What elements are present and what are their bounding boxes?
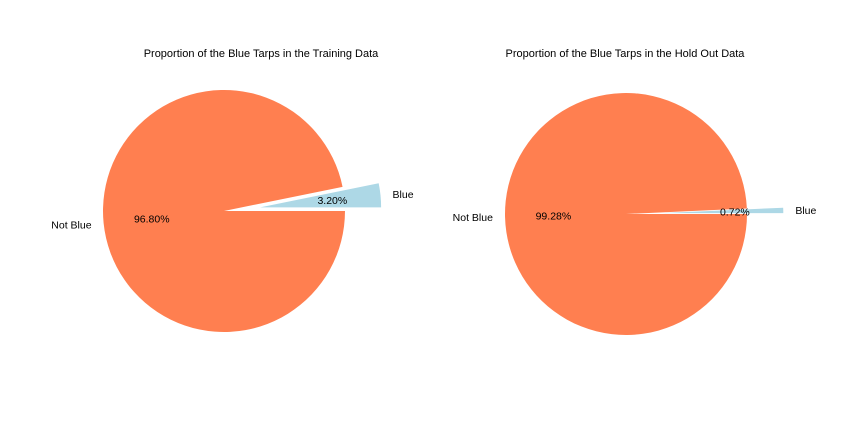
slice-label-not-blue: Not Blue bbox=[51, 219, 91, 231]
pie-labels-training: Blue 3.20% Not Blue 96.80% bbox=[51, 189, 413, 231]
slice-label-blue: Blue bbox=[393, 189, 414, 201]
pie-slices-holdout bbox=[504, 92, 784, 335]
pie-labels-holdout: Blue 0.72% Not Blue 99.28% bbox=[453, 205, 817, 224]
pie-slice-blue bbox=[662, 207, 784, 214]
pie-chart-training: Proportion of the Blue Tarps in the Trai… bbox=[51, 48, 414, 332]
slice-label-blue: Blue bbox=[795, 205, 816, 217]
pie-slices-training bbox=[102, 89, 382, 332]
pie-slice-not-blue bbox=[504, 92, 747, 335]
pie-slice-blue bbox=[260, 183, 382, 208]
chart-title-holdout: Proportion of the Blue Tarps in the Hold… bbox=[506, 48, 746, 60]
percent-label-not-blue: 99.28% bbox=[536, 211, 572, 223]
percent-label-not-blue: 96.80% bbox=[134, 213, 170, 225]
pie-chart-holdout: Proportion of the Blue Tarps in the Hold… bbox=[453, 48, 817, 335]
pie-slice-not-blue bbox=[102, 89, 345, 332]
chart-title-training: Proportion of the Blue Tarps in the Trai… bbox=[144, 48, 379, 60]
percent-label-blue: 0.72% bbox=[720, 207, 750, 219]
slice-label-not-blue: Not Blue bbox=[453, 212, 493, 224]
percent-label-blue: 3.20% bbox=[317, 195, 347, 207]
